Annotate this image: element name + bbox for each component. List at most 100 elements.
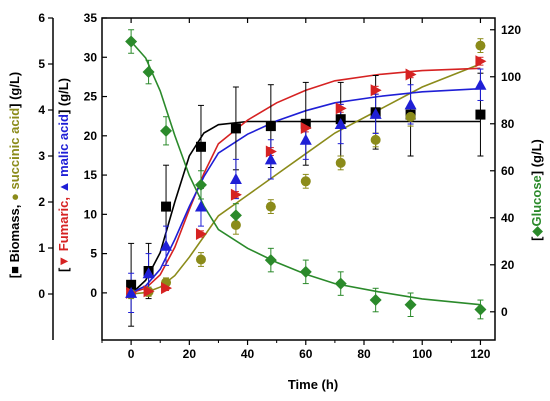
succinic-point: [475, 40, 486, 51]
glucose-point: [229, 209, 242, 222]
glucose-point: [125, 35, 138, 48]
right-y-tick-label: 80: [501, 117, 515, 131]
inner-y-tick-label: 0: [90, 286, 97, 300]
succinic-point: [195, 254, 206, 265]
glucose-point: [369, 294, 382, 307]
inner-y-tick-label: 20: [84, 129, 98, 143]
right-y-tick-label: 60: [501, 164, 515, 178]
axis-title-part: ] (g/L): [529, 139, 544, 175]
malic-point: [142, 267, 155, 279]
biomass-point: [230, 123, 241, 134]
fumaric-point: [161, 282, 173, 295]
axis-title-part: ●: [7, 193, 22, 201]
right-y-tick-label: 100: [501, 70, 521, 84]
inner-y-tick-label: 35: [84, 11, 98, 25]
inner-y-tick-label: 5: [90, 247, 97, 261]
x-tick-label: 80: [357, 347, 371, 361]
malic-point: [299, 133, 312, 145]
data-markers: [125, 35, 487, 316]
malic-point: [160, 239, 173, 251]
axis-title-part: ▲: [56, 181, 71, 194]
biomass-point: [161, 201, 172, 212]
plot-frame: [52, 17, 496, 341]
succinic-point: [370, 134, 381, 145]
inner-y-tick-label: 25: [84, 90, 98, 104]
glucose-point: [299, 265, 312, 278]
x-tick-label: 60: [299, 347, 313, 361]
biomass-point: [475, 109, 486, 120]
glucose-fit-line: [130, 40, 481, 306]
left-inner-axis-title: [▼ Fumaric, ▲ malic acid] (g/L): [56, 78, 71, 272]
succinic-point: [405, 111, 416, 122]
fumaric-point: [195, 227, 207, 240]
right-axis-title: [◆Glucose] (g/L): [529, 139, 544, 241]
outer-y-tick-label: 0: [38, 287, 45, 301]
outer-y-tick-label: 3: [38, 149, 45, 163]
fumaric-point: [475, 55, 487, 68]
malic-point: [194, 200, 207, 212]
inner-y-tick-label: 10: [84, 207, 98, 221]
malic-point: [229, 173, 242, 184]
malic-point: [334, 118, 347, 130]
glucose-point: [334, 277, 347, 290]
biomass-point: [265, 121, 276, 132]
outer-y-tick-label: 6: [38, 11, 45, 25]
fumaric-point: [265, 145, 277, 158]
fumaric-point: [405, 68, 417, 81]
malic-fit-line: [130, 87, 481, 294]
axis-title-part: ] (g/L): [7, 72, 22, 108]
axis-title-part: ] (g/L): [56, 78, 71, 114]
fumaric-point: [300, 121, 312, 134]
axis-title-part: Biomass,: [7, 201, 22, 266]
axis-title-part: Fumaric,: [56, 193, 71, 254]
right-y-tick-label: 0: [501, 305, 508, 319]
succinic-point: [300, 176, 311, 187]
x-tick-label: 120: [470, 347, 490, 361]
outer-y-tick-label: 1: [38, 241, 45, 255]
biomass-fit-line: [130, 120, 481, 295]
malic-point: [369, 107, 382, 119]
inner-y-tick-label: 15: [84, 168, 98, 182]
glucose-point: [474, 303, 487, 316]
malic-point: [474, 78, 487, 90]
glucose-point: [404, 298, 417, 311]
right-y-tick-label: 120: [501, 23, 521, 37]
fumaric-point: [230, 188, 242, 201]
malic-point: [404, 98, 417, 110]
axis-title-part: [: [529, 236, 544, 241]
axis-title-part: succinic acid: [7, 108, 22, 193]
biomass-point: [300, 118, 311, 129]
malic-point: [125, 286, 138, 298]
outer-y-tick-label: 5: [38, 57, 45, 71]
glucose-point: [264, 254, 277, 267]
axis-title-part: ◆: [529, 226, 544, 238]
x-tick-label: 40: [241, 347, 255, 361]
axis-title-part: [: [56, 267, 71, 272]
malic-point: [264, 153, 277, 165]
x-tick-label: 100: [412, 347, 432, 361]
axis-ticks: 0 20 40 60 80 100 1200123456051015202530350204…: [38, 11, 521, 361]
biomass-point: [126, 279, 137, 290]
outer-y-tick-label: 4: [38, 103, 45, 117]
succinic-point: [335, 157, 346, 168]
right-y-tick-label: 40: [501, 211, 515, 225]
axis-title-part: ▼: [56, 255, 71, 268]
axis-title-part: Glucose: [529, 175, 544, 226]
x-tick-label: 0: [128, 347, 135, 361]
biomass-point: [195, 141, 206, 152]
left-outer-axis-title: [■ Biomass, ● succinic acid] (g/L): [7, 72, 22, 278]
axis-title-part: [: [7, 273, 22, 278]
fumaric-point: [370, 84, 382, 97]
fumaric-point: [143, 285, 155, 298]
fumaric-point: [335, 102, 347, 115]
glucose-point: [194, 178, 207, 191]
axis-title-part: malic acid: [56, 114, 71, 181]
inner-y-tick-label: 30: [84, 50, 98, 64]
succinic-point: [230, 220, 241, 230]
plot-border: [101, 17, 496, 341]
x-tick-label: 20: [183, 347, 197, 361]
axis-title-part: ■: [7, 266, 22, 274]
x-axis-title: Time (h): [288, 377, 338, 392]
glucose-point: [160, 124, 173, 137]
